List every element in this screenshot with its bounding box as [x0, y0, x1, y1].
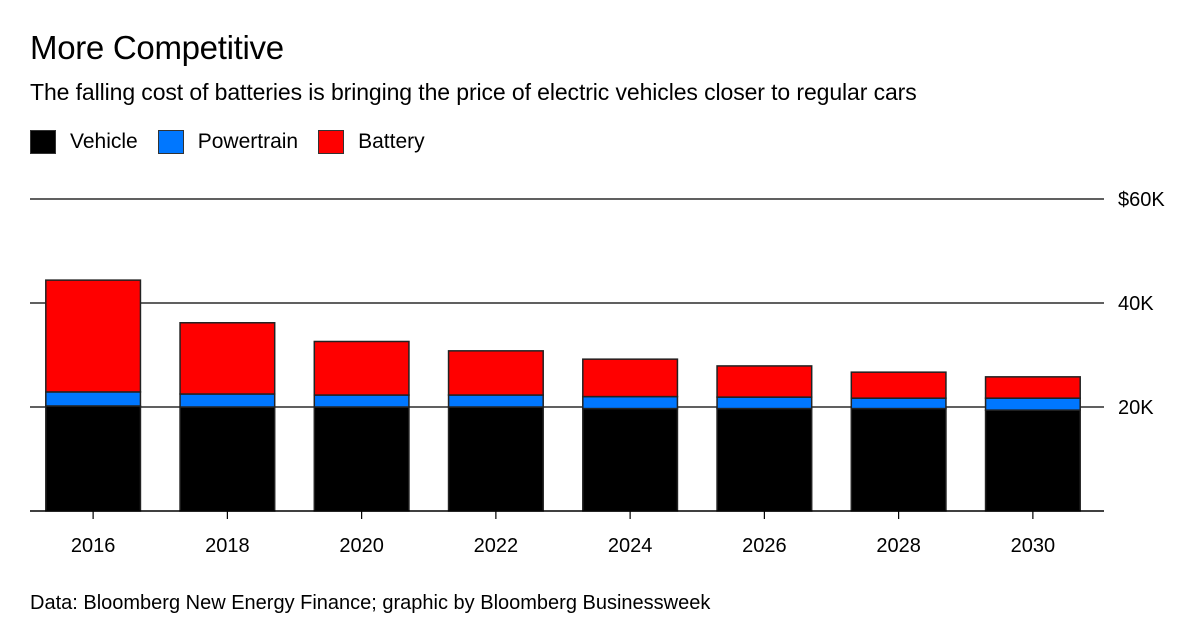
bar-powertrain-2022: [447, 394, 544, 408]
legend-item-powertrain: Powertrain: [157, 130, 299, 154]
x-tick-label: 2026: [742, 535, 787, 557]
bar-vehicle-2028: [850, 407, 947, 512]
bar-vehicle-2024: [582, 407, 679, 512]
source-note: Data: Bloomberg New Energy Finance; grap…: [30, 592, 711, 614]
bar-powertrain-2028: [850, 397, 947, 410]
bar-vehicle-2016: [45, 405, 142, 512]
bar-battery-2020: [313, 340, 410, 396]
legend: Vehicle Powertrain Battery: [30, 130, 445, 154]
bar-vehicle-2022: [447, 406, 544, 512]
bar-powertrain-2024: [582, 395, 679, 410]
chart-title: More Competitive: [30, 29, 284, 66]
bars: [45, 279, 1081, 512]
bar-battery-2026: [716, 365, 813, 398]
y-tick-label: 40K: [1118, 293, 1154, 315]
x-tick-label: 2020: [339, 535, 384, 557]
bar-vehicle-2018: [179, 406, 276, 512]
bar-powertrain-2030: [984, 397, 1081, 411]
x-tick-label: 2018: [205, 535, 250, 557]
legend-swatch-battery: [318, 130, 345, 154]
legend-swatch-powertrain: [157, 130, 184, 154]
x-axis: 2016 2018 2020 2022 2024 2026 2028 2030: [30, 510, 1104, 557]
legend-item-battery: Battery: [318, 130, 425, 154]
bar-battery-2022: [447, 350, 544, 396]
x-tick-label: 2028: [876, 535, 921, 557]
y-tick-label: $60K: [1118, 189, 1165, 211]
bar-powertrain-2026: [716, 396, 813, 410]
legend-item-vehicle: Vehicle: [30, 130, 138, 154]
legend-label-battery: Battery: [358, 130, 425, 153]
x-tick-label: 2030: [1011, 535, 1056, 557]
legend-swatch-vehicle: [30, 130, 56, 154]
legend-label-vehicle: Vehicle: [70, 130, 138, 153]
y-axis-labels: 20K 40K $60K: [1118, 189, 1165, 419]
x-tick-label: 2022: [474, 535, 519, 557]
bar-powertrain-2020: [313, 394, 410, 408]
x-tick-label: 2016: [71, 535, 116, 557]
bar-battery-2030: [984, 376, 1081, 399]
chart-subtitle: The falling cost of batteries is bringin…: [30, 79, 917, 105]
bar-vehicle-2020: [313, 406, 410, 512]
bar-battery-2018: [179, 322, 276, 395]
bar-vehicle-2030: [984, 409, 1081, 512]
legend-label-powertrain: Powertrain: [197, 130, 299, 153]
x-tick-label: 2024: [608, 535, 653, 557]
bar-battery-2028: [850, 371, 947, 399]
bar-battery-2024: [582, 358, 679, 398]
y-tick-label: 20K: [1118, 397, 1154, 419]
bar-battery-2016: [45, 279, 142, 393]
bar-powertrain-2018: [179, 393, 276, 408]
bar-powertrain-2016: [45, 391, 142, 407]
bar-vehicle-2026: [716, 407, 813, 512]
